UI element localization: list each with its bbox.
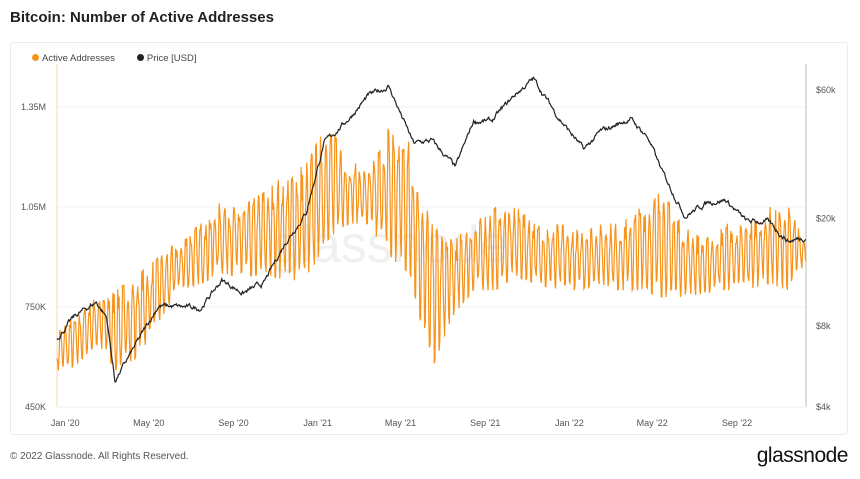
active-addresses-line (56, 128, 807, 371)
price-line (56, 76, 806, 383)
x-tick-label: May '20 (133, 418, 164, 428)
legend-item-active-addresses[interactable]: Active Addresses (32, 53, 115, 64)
chart-card (10, 42, 848, 435)
x-tick-label: Sep '21 (470, 418, 500, 428)
y-left-tick-label: 1.05M (21, 202, 46, 212)
x-tick-label: Jan '21 (303, 418, 332, 428)
x-tick-label: Jan '22 (555, 418, 584, 428)
x-tick-label: Sep '22 (722, 418, 752, 428)
y-right-tick-label: $4k (816, 402, 831, 412)
y-left-tick-label: 450K (25, 402, 46, 412)
x-tick-label: May '21 (385, 418, 416, 428)
y-left-tick-label: 1.35M (21, 102, 46, 112)
legend-item-price[interactable]: Price [USD] (136, 53, 197, 64)
chart-title: Bitcoin: Number of Active Addresses (10, 9, 274, 26)
x-tick-label: Sep '20 (218, 418, 248, 428)
y-right-tick-label: $60k (816, 85, 836, 95)
orange-dot-icon (32, 54, 39, 61)
y-right-tick-label: $8k (816, 321, 831, 331)
black-dot-icon (136, 54, 144, 61)
glassnode-logo: glassnode (756, 444, 849, 467)
x-tick-label: May '22 (637, 418, 668, 428)
y-left-tick-label: 750K (25, 302, 46, 312)
y-right-tick-label: $20k (816, 214, 836, 224)
legend: Active Addresses Price [USD] (32, 53, 197, 64)
copyright: © 2022 Glassnode. All Rights Reserved. (10, 451, 189, 462)
x-tick-label: Jan '20 (51, 418, 80, 428)
